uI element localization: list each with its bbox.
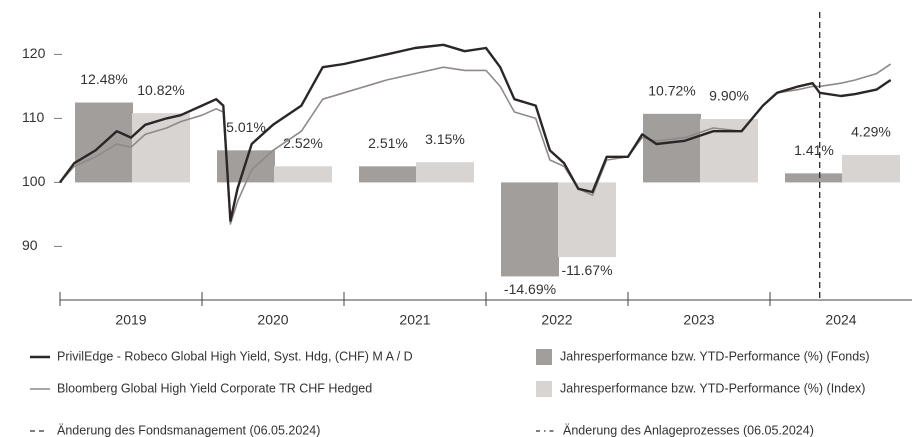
bar-value-label: 10.72% bbox=[648, 82, 695, 98]
bar-value-label: 1.41% bbox=[794, 142, 834, 158]
bar bbox=[132, 113, 190, 183]
legend-label: Änderung des Anlageprozesses (06.05.2024… bbox=[563, 423, 814, 437]
line-series bbox=[59, 43, 892, 222]
bar-value-label: 12.48% bbox=[80, 71, 127, 87]
bar-value-label: 5.01% bbox=[226, 119, 266, 135]
y-tick-label: 120 bbox=[22, 45, 46, 61]
x-tick-label: 2019 bbox=[115, 312, 146, 328]
bar bbox=[416, 162, 474, 183]
x-tick-label: 2022 bbox=[541, 312, 572, 328]
legend-label: Jahresperformance bzw. YTD-Performance (… bbox=[560, 381, 865, 395]
bar-value-label: 3.15% bbox=[425, 131, 465, 147]
bar bbox=[785, 173, 843, 183]
legend-label: Änderung des Fondsmanagement (06.05.2024… bbox=[57, 423, 320, 437]
bar-value-label: 4.29% bbox=[851, 124, 891, 140]
x-tick-label: 2021 bbox=[399, 312, 430, 328]
bar bbox=[558, 182, 616, 258]
bar bbox=[359, 166, 417, 183]
y-tick-label: 90 bbox=[22, 237, 38, 253]
bar-value-label: 10.82% bbox=[137, 82, 184, 98]
legend-label: PrivilEdge - Robeco Global High Yield, S… bbox=[57, 349, 413, 363]
bar-value-label: -14.69% bbox=[504, 281, 556, 297]
bar-value-label: 2.52% bbox=[283, 135, 323, 151]
bar bbox=[643, 113, 701, 183]
bar bbox=[700, 119, 758, 183]
bar-value-label: 9.90% bbox=[709, 88, 749, 104]
y-tick-label: 100 bbox=[22, 173, 46, 189]
bar bbox=[501, 182, 559, 277]
x-tick-label: 2020 bbox=[257, 312, 288, 328]
legend-swatch bbox=[536, 349, 552, 365]
bar-value-label: 2.51% bbox=[368, 135, 408, 151]
x-tick-label: 2024 bbox=[825, 312, 856, 328]
y-tick-label: 110 bbox=[22, 109, 45, 125]
legend-label: Jahresperformance bzw. YTD-Performance (… bbox=[560, 349, 870, 363]
legend-label: Bloomberg Global High Yield Corporate TR… bbox=[57, 381, 372, 395]
x-tick-label: 2023 bbox=[683, 312, 714, 328]
legend-swatch bbox=[536, 381, 552, 397]
bar bbox=[842, 154, 900, 183]
bar bbox=[274, 166, 332, 183]
bar-value-label: -11.67% bbox=[561, 262, 612, 278]
